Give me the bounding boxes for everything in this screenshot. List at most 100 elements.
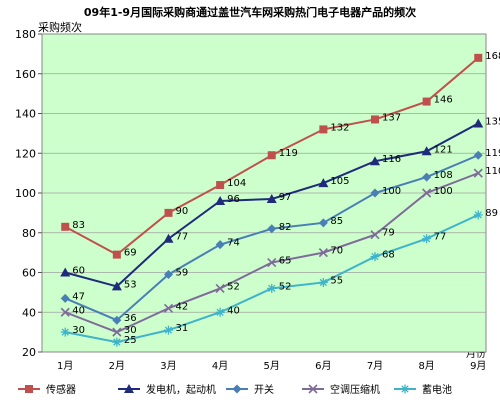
data-point <box>318 248 328 258</box>
data-point <box>163 233 174 243</box>
y-tick-label: 40 <box>22 306 36 319</box>
x-axis-ticks: 1月 2月 3月 4月 5月 6月 7月 8月 9月 <box>57 360 486 372</box>
data-point <box>112 250 121 259</box>
data-label: 68 <box>382 250 395 261</box>
legend-entry: 空调压缩机 <box>302 383 380 396</box>
data-point <box>215 283 225 293</box>
data-label: 110 <box>485 166 500 177</box>
data-label: 40 <box>72 305 85 316</box>
y-tick-label: 160 <box>15 68 36 81</box>
x-tick-label: 7月 <box>367 360 383 372</box>
data-point <box>216 181 225 190</box>
data-label: 82 <box>279 222 292 233</box>
data-label: 137 <box>382 112 401 123</box>
series-2: 60 53 77 96 97 105 116 121 135 <box>60 116 500 291</box>
data-point <box>422 188 432 198</box>
data-label: 60 <box>72 266 85 277</box>
legend-entry: 蓄电池 <box>394 383 452 396</box>
legend-label: 蓄电池 <box>422 383 452 396</box>
data-label: 25 <box>124 335 137 346</box>
y-axis-ticks: 20 40 60 80 100 120 140 160 180 <box>15 28 42 359</box>
data-point <box>422 172 432 182</box>
data-point <box>267 224 277 234</box>
data-point <box>267 283 277 293</box>
data-point <box>474 53 483 62</box>
data-point <box>421 146 432 156</box>
data-point <box>318 218 328 228</box>
data-label: 135 <box>485 116 500 127</box>
series-1: 83 69 90 104 119 132 137 146 168 <box>61 51 500 259</box>
data-point <box>215 240 225 250</box>
data-point <box>422 97 431 106</box>
gridlines <box>42 73 486 313</box>
y-tick-label: 100 <box>15 187 36 200</box>
data-label: 69 <box>124 248 137 259</box>
data-point <box>112 337 122 347</box>
data-label: 79 <box>382 228 395 239</box>
data-point <box>422 234 432 244</box>
x-tick-label: 6月 <box>315 360 331 372</box>
legend-label: 传感器 <box>46 383 76 396</box>
data-point <box>370 230 380 240</box>
data-point <box>370 156 380 166</box>
legend-label: 空调压缩机 <box>330 383 380 396</box>
data-point <box>473 210 483 220</box>
x-tick-label: 8月 <box>418 360 434 372</box>
data-point <box>163 269 173 279</box>
x-tick-label: 1月 <box>57 360 73 372</box>
data-point <box>319 125 328 134</box>
data-point <box>60 293 70 303</box>
data-point <box>60 327 70 337</box>
y-tick-label: 60 <box>22 267 36 280</box>
y-axis-label: 采购频次 <box>38 20 82 34</box>
data-point <box>318 277 328 287</box>
data-point <box>266 193 277 203</box>
y-tick-label: 140 <box>15 108 36 121</box>
data-label: 77 <box>434 232 447 243</box>
data-label: 55 <box>330 275 343 286</box>
data-point <box>267 151 276 160</box>
data-point <box>163 325 173 335</box>
data-point <box>112 315 122 325</box>
data-point <box>215 195 226 205</box>
legend: 传感器 发电机，起动机 开关 空调压缩机 蓄电池 <box>18 383 452 396</box>
data-label: 100 <box>382 186 401 197</box>
data-label: 90 <box>175 206 188 217</box>
data-label: 119 <box>485 148 500 159</box>
data-point <box>232 384 242 394</box>
data-point <box>124 384 134 393</box>
data-label: 40 <box>227 305 240 316</box>
legend-label: 发电机，起动机 <box>146 383 216 396</box>
legend-entry: 开关 <box>226 383 274 396</box>
series-layer: 83 69 90 104 119 132 137 146 168 60 53 77 96 97 105 116… <box>60 51 500 347</box>
data-point <box>111 281 122 291</box>
series-3: 47 36 59 74 82 85 100 108 119 <box>60 148 500 325</box>
data-label: 85 <box>330 216 343 227</box>
x-tick-label: 4月 <box>212 360 228 372</box>
data-label: 36 <box>124 313 137 324</box>
y-tick-label: 20 <box>22 346 36 359</box>
y-tick-label: 120 <box>15 147 36 160</box>
data-point <box>60 267 71 277</box>
data-label: 132 <box>330 122 349 133</box>
data-label: 83 <box>72 220 85 231</box>
data-point <box>370 252 380 262</box>
data-point <box>400 384 410 394</box>
data-label: 42 <box>175 301 188 312</box>
data-label: 31 <box>175 323 188 334</box>
series-4: 40 30 42 52 65 70 79 100 110 <box>60 166 500 337</box>
data-label: 77 <box>175 232 188 243</box>
data-label: 105 <box>330 176 349 187</box>
data-label: 119 <box>279 148 298 159</box>
legend-entry: 传感器 <box>18 383 76 396</box>
x-tick-label: 5月 <box>264 360 280 372</box>
x-tick-label: 3月 <box>160 360 176 372</box>
data-label: 168 <box>485 51 500 62</box>
data-label: 96 <box>227 194 240 205</box>
data-label: 53 <box>124 279 137 290</box>
data-point <box>215 307 225 317</box>
data-label: 65 <box>279 256 292 267</box>
legend-entry: 发电机，起动机 <box>118 383 216 396</box>
data-label: 116 <box>382 154 401 165</box>
